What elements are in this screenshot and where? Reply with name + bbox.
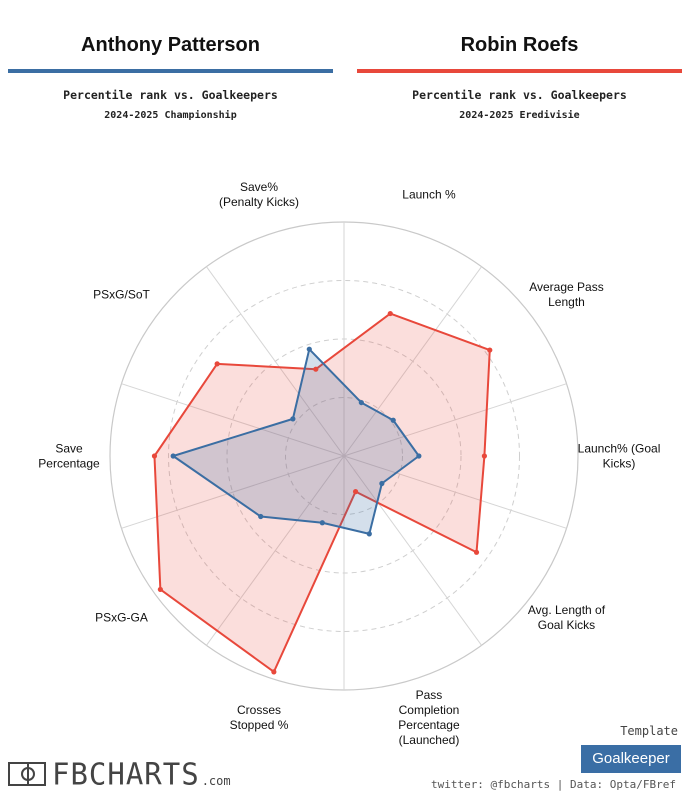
- axis-label-8: PSxG/SoT: [93, 287, 150, 301]
- series-1-point-8: [290, 416, 296, 422]
- axis-label-4: Pass Completion Percentage (Launched): [398, 688, 460, 747]
- series-2-point-9: [313, 366, 319, 372]
- series-2-point-6: [157, 586, 163, 593]
- series-2-point-8: [214, 361, 220, 367]
- pitch-icon: [8, 762, 46, 786]
- player1-subtitle: Percentile rank vs. Goalkeepers: [63, 88, 278, 102]
- player1-color-bar: [8, 69, 333, 73]
- radar-ring-75: [168, 280, 520, 632]
- template-badge: Goalkeeper: [581, 745, 681, 773]
- radar-spoke-0: [343, 266, 482, 457]
- radar-spoke-8: [206, 266, 345, 457]
- series-2-point-7: [151, 453, 158, 459]
- player2-season: 2024-2025 Eredivisie: [459, 110, 580, 121]
- axis-label-5: Crosses Stopped %: [230, 703, 289, 732]
- series-1-point-1: [390, 417, 396, 423]
- player2-color-bar: [357, 69, 682, 73]
- axis-label-3: Avg. Length of Goal Kicks: [528, 603, 606, 632]
- series-2-point-2: [481, 453, 487, 459]
- series-1-point-3: [379, 480, 385, 487]
- radar-spoke-7: [121, 383, 345, 457]
- player2-subtitle: Percentile rank vs. Goalkeepers: [412, 88, 627, 102]
- radar-spoke-2: [343, 455, 567, 529]
- template-label: Template: [620, 724, 678, 738]
- series-1-point-6: [258, 513, 264, 520]
- axis-label-9: Save% (Penalty Kicks): [219, 180, 299, 209]
- fbcharts-logo: FBCHARTS .com: [8, 756, 231, 792]
- series-2-point-3: [473, 549, 480, 555]
- logo-suffix: .com: [201, 774, 231, 788]
- radar-spoke-3: [343, 455, 482, 646]
- player1-season: 2024-2025 Championship: [104, 110, 237, 121]
- radar-spoke-1: [343, 383, 567, 457]
- player1-name: Anthony Patterson: [81, 34, 260, 56]
- series-2-point-4: [352, 489, 359, 495]
- series-2-point-0: [387, 310, 393, 317]
- series-1-point-4: [366, 531, 372, 537]
- series-1-point-0: [358, 399, 364, 406]
- axis-label-0: Launch %: [402, 187, 456, 201]
- logo-text: FBCHARTS: [52, 756, 200, 792]
- radar-spoke-5: [206, 455, 345, 646]
- series-1-point-7: [170, 453, 176, 459]
- axis-label-6: PSxG-GA: [95, 611, 148, 625]
- credit-text: twitter: @fbcharts | Data: Opta/FBref: [430, 778, 676, 791]
- series-2-point-1: [487, 347, 493, 353]
- player2-name: Robin Roefs: [460, 34, 579, 56]
- series-1-point-9: [306, 346, 312, 352]
- axis-label-2: Launch% (Goal Kicks): [578, 442, 661, 471]
- radar-spoke-6: [121, 455, 345, 529]
- series-1-point-5: [319, 520, 325, 526]
- axis-label-1: Average Pass Length: [529, 280, 604, 309]
- axis-label-7: Save Percentage: [38, 442, 100, 471]
- series-1-point-2: [416, 453, 422, 459]
- series-2-point-5: [271, 669, 277, 675]
